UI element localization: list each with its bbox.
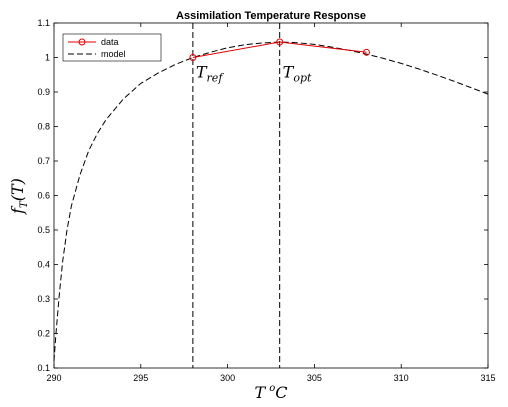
x-tick-label: 305 bbox=[307, 373, 322, 383]
y-tick-label: 0.2 bbox=[37, 329, 50, 339]
chart-title: Assimilation Temperature Response bbox=[176, 10, 366, 22]
legend-model-label: model bbox=[101, 49, 126, 59]
data-point bbox=[189, 54, 197, 61]
data-point bbox=[276, 38, 284, 46]
reference-label-ref: Tref bbox=[196, 62, 224, 84]
x-tick-label: 310 bbox=[394, 373, 409, 383]
legend-data-marker bbox=[78, 38, 86, 46]
y-tick-label: 0.4 bbox=[37, 260, 50, 270]
legend-data-label: data bbox=[101, 37, 119, 47]
x-tick-label: 295 bbox=[133, 373, 148, 383]
plot-frame bbox=[53, 22, 489, 369]
model-line bbox=[53, 41, 489, 362]
y-tick-label: 0.7 bbox=[37, 156, 50, 166]
reference-label-opt: Topt bbox=[283, 62, 312, 84]
y-tick-label: 1 bbox=[45, 53, 50, 63]
y-tick-label: 0.5 bbox=[37, 225, 50, 235]
y-tick-label: 0.8 bbox=[37, 122, 50, 132]
y-tick-label: 0.6 bbox=[37, 191, 50, 201]
y-tick-label: 1.1 bbox=[37, 18, 50, 28]
y-axis-label: fT(T) bbox=[8, 178, 30, 215]
x-tick-label: 300 bbox=[220, 373, 235, 383]
y-tick-label: 0.1 bbox=[37, 363, 50, 373]
data-line bbox=[192, 41, 367, 58]
legend: data model bbox=[62, 33, 162, 62]
y-tick-label: 0.3 bbox=[37, 294, 50, 304]
data-point bbox=[362, 48, 370, 56]
plot-area bbox=[54, 23, 488, 368]
x-tick-label: 315 bbox=[480, 373, 495, 383]
y-tick-label: 0.9 bbox=[37, 87, 50, 97]
legend-box bbox=[62, 33, 162, 62]
x-tick-label: 290 bbox=[46, 373, 61, 383]
